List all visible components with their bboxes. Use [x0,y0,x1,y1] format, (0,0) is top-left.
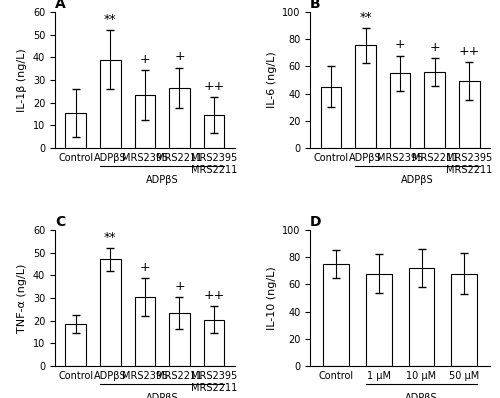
Text: +: + [140,261,150,273]
Text: ++: ++ [458,45,480,58]
Text: +: + [174,51,185,64]
Bar [452,273,477,366]
Text: ADPβS: ADPβS [401,176,434,185]
Bar [408,268,434,366]
Bar [134,95,155,148]
Bar [66,324,86,366]
Y-axis label: IL-10 (ng/L): IL-10 (ng/L) [266,266,276,330]
Bar [323,264,349,366]
Text: +: + [395,39,406,51]
Bar [390,73,410,148]
Bar [320,87,342,148]
Text: ADPβS: ADPβS [146,176,178,185]
Bar [355,45,376,148]
Bar [169,313,190,366]
Text: ++: ++ [204,289,225,302]
Text: B: B [310,0,321,11]
Bar [134,297,155,366]
Y-axis label: IL-6 (ng/L): IL-6 (ng/L) [266,52,276,108]
Text: D: D [310,215,322,229]
Bar [100,60,120,148]
Bar [366,273,392,366]
Text: ++: ++ [204,80,225,93]
Y-axis label: TNF-α (ng/L): TNF-α (ng/L) [18,263,28,333]
Text: ADPβS: ADPβS [146,393,178,398]
Y-axis label: IL-1β (ng/L): IL-1β (ng/L) [18,48,28,112]
Text: +: + [174,280,185,293]
Text: ADPβS: ADPβS [405,393,438,398]
Text: +: + [140,53,150,66]
Bar [66,113,86,148]
Bar [459,82,479,148]
Bar [204,115,225,148]
Text: +: + [430,41,440,54]
Text: **: ** [360,10,372,23]
Bar [100,259,120,366]
Text: **: ** [104,231,117,244]
Bar [424,72,445,148]
Text: A: A [55,0,66,11]
Text: **: ** [104,13,117,26]
Bar [204,320,225,366]
Bar [169,88,190,148]
Text: C: C [55,215,65,229]
